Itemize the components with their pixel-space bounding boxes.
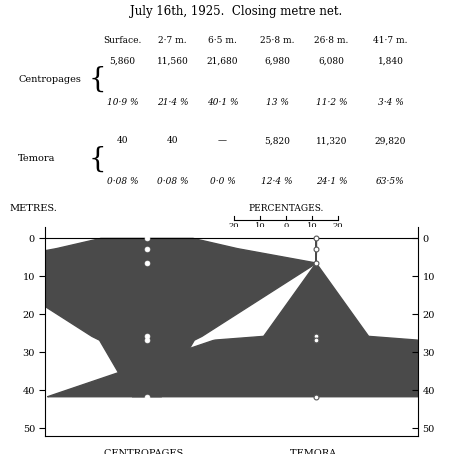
Text: 10: 10	[307, 222, 317, 231]
Text: 0·0 %: 0·0 %	[210, 177, 235, 186]
Text: 5,820: 5,820	[264, 136, 290, 145]
Text: 12·4 %: 12·4 %	[261, 177, 293, 186]
Text: 29,820: 29,820	[375, 136, 406, 145]
Text: PERCENTAGES.: PERCENTAGES.	[248, 204, 324, 213]
Text: 6·5 m.: 6·5 m.	[208, 36, 237, 45]
Polygon shape	[48, 238, 454, 397]
Text: 26·8 m.: 26·8 m.	[314, 36, 349, 45]
Text: 25·8 m.: 25·8 m.	[260, 36, 294, 45]
Text: {: {	[89, 145, 106, 173]
Polygon shape	[0, 238, 316, 397]
Text: Centropages: Centropages	[18, 75, 81, 84]
Text: 41·7 m.: 41·7 m.	[373, 36, 408, 45]
Text: 21·4 %: 21·4 %	[157, 98, 188, 107]
Text: 11,320: 11,320	[316, 136, 347, 145]
Text: METRES.: METRES.	[9, 204, 57, 213]
Text: 3·4 %: 3·4 %	[378, 98, 403, 107]
Text: 10: 10	[255, 222, 265, 231]
Text: 40·1 %: 40·1 %	[207, 98, 238, 107]
Text: 0·08 %: 0·08 %	[107, 177, 138, 186]
Text: 6,080: 6,080	[319, 57, 344, 66]
Text: 11,560: 11,560	[157, 57, 188, 66]
Text: 24·1 %: 24·1 %	[316, 177, 347, 186]
Text: 2·7 m.: 2·7 m.	[158, 36, 187, 45]
Text: 6,980: 6,980	[264, 57, 290, 66]
Text: 20: 20	[228, 222, 239, 231]
Text: Temora: Temora	[18, 154, 55, 163]
Text: —: —	[218, 136, 227, 145]
Text: 40: 40	[117, 136, 128, 145]
Text: 0·08 %: 0·08 %	[157, 177, 188, 186]
Text: 13 %: 13 %	[266, 98, 288, 107]
Text: 20: 20	[333, 222, 344, 231]
Text: 10·9 %: 10·9 %	[107, 98, 138, 107]
Text: 0: 0	[283, 222, 289, 231]
Text: 21,680: 21,680	[207, 57, 238, 66]
Text: July 16th, 1925.  Closing metre net.: July 16th, 1925. Closing metre net.	[130, 5, 342, 18]
Text: {: {	[89, 66, 106, 93]
Text: 63·5%: 63·5%	[376, 177, 405, 186]
Text: CENTROPAGES .: CENTROPAGES .	[104, 449, 190, 454]
Text: 5,860: 5,860	[109, 57, 136, 66]
Text: TEMORA .: TEMORA .	[290, 449, 342, 454]
Text: Surface.: Surface.	[104, 36, 142, 45]
Text: 40: 40	[167, 136, 178, 145]
Text: 1,840: 1,840	[378, 57, 403, 66]
Text: 11·2 %: 11·2 %	[316, 98, 347, 107]
